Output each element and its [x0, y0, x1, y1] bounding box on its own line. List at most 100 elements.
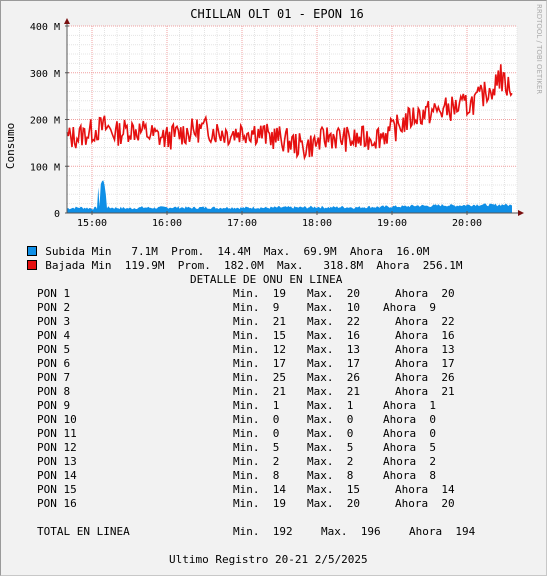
traffic-chart: CHILLAN OLT 01 - EPON 16 RRDTOOL / TOBI …	[4, 4, 543, 229]
pon-row: PON 13 Min. 2 Max. 2 Ahora 2	[0, 455, 547, 469]
pon-now: Ahora 21	[395, 385, 455, 398]
pon-max: Max. 15	[307, 483, 360, 496]
pon-min: Min. 5	[233, 441, 280, 454]
last-record: Ultimo Registro 20-21 2/5/2025	[169, 553, 368, 566]
pon-now: Ahora 1	[383, 399, 436, 412]
pon-max: Max. 1	[307, 399, 354, 412]
pon-name: PON 9	[37, 399, 71, 412]
pon-row: PON 7 Min. 25 Max. 26 Ahora 26	[0, 371, 547, 385]
pon-now: Ahora 16	[395, 329, 455, 342]
x-tick-label: 16:00	[152, 218, 182, 229]
pon-row: PON 15 Min. 14 Max. 15 Ahora 14	[0, 483, 547, 497]
pon-min: Min. 2	[233, 455, 280, 468]
series-area-subida	[67, 180, 512, 213]
legend-swatch-bajada	[27, 260, 38, 270]
pon-row: PON 14 Min. 8 Max. 8 Ahora 8	[0, 469, 547, 483]
pon-row: PON 16 Min. 19 Max. 20 Ahora 20	[0, 497, 547, 511]
pon-max: Max. 21	[307, 385, 360, 398]
y-axis-arrow	[64, 18, 70, 24]
x-tick-label: 19:00	[377, 218, 407, 229]
pon-min: Min. 12	[233, 343, 286, 356]
pon-now: Ahora 13	[395, 343, 455, 356]
pon-max: Max. 13	[307, 343, 360, 356]
pon-now: Ahora 14	[395, 483, 455, 496]
pon-min: Min. 0	[233, 427, 280, 440]
pon-max: Max. 26	[307, 371, 360, 384]
pon-name: PON 3	[37, 315, 71, 328]
pon-name: PON 4	[37, 329, 71, 342]
pon-name: PON 11	[37, 427, 77, 440]
pon-row: PON 2 Min. 9 Max. 10 Ahora 9	[0, 301, 547, 315]
y-tick-label: 300 M	[30, 69, 60, 80]
pon-min: Min. 25	[233, 371, 286, 384]
pon-name: PON 1	[37, 287, 71, 300]
pon-row: PON 11 Min. 0 Max. 0 Ahora 0	[0, 427, 547, 441]
pon-min: Min. 21	[233, 315, 286, 328]
pon-min: Min. 15	[233, 329, 286, 342]
chart-title: CHILLAN OLT 01 - EPON 16	[190, 7, 363, 21]
pon-max: Max. 20	[307, 287, 360, 300]
pon-now: Ahora 9	[383, 301, 436, 314]
x-tick-label: 15:00	[77, 218, 107, 229]
pon-min: Min. 0	[233, 413, 280, 426]
y-axis-label: Consumo	[4, 123, 17, 169]
legend-text-subida: Subida Min 7.1M Prom. 14.4M Max. 69.9M A…	[45, 245, 430, 258]
pon-now: Ahora 20	[395, 497, 455, 510]
pon-now: Ahora 2	[383, 455, 436, 468]
pon-max: Max. 10	[307, 301, 360, 314]
legend-row-bajada: Bajada Min 119.9M Prom. 182.0M Max. 318.…	[14, 246, 462, 272]
pon-max: Max. 22	[307, 315, 360, 328]
pon-row: PON 8 Min. 21 Max. 21 Ahora 21	[0, 385, 547, 399]
pon-row: PON 10 Min. 0 Max. 0 Ahora 0	[0, 413, 547, 427]
pon-max: Max. 17	[307, 357, 360, 370]
pon-now: Ahora 17	[395, 357, 455, 370]
total-min: Min. 192	[233, 525, 293, 538]
total-now: Ahora 194	[409, 525, 476, 538]
series-layer	[66, 64, 513, 213]
y-tick-label: 0	[54, 209, 60, 220]
pon-name: PON 10	[37, 413, 77, 426]
pon-now: Ahora 26	[395, 371, 455, 384]
pon-max: Max. 16	[307, 329, 360, 342]
series-line-bajada	[66, 64, 513, 161]
pon-name: PON 5	[37, 343, 71, 356]
pon-row: PON 5 Min. 12 Max. 13 Ahora 13	[0, 343, 547, 357]
pon-row: PON 4 Min. 15 Max. 16 Ahora 16	[0, 329, 547, 343]
watermark: RRDTOOL / TOBI OETIKER	[535, 4, 543, 94]
pon-min: Min. 14	[233, 483, 286, 496]
pon-name: PON 16	[37, 497, 77, 510]
pon-min: Min. 19	[233, 497, 286, 510]
total-row: TOTAL EN LINEA Min. 192 Max. 196 Ahora 1…	[0, 525, 547, 539]
pon-name: PON 15	[37, 483, 77, 496]
pon-name: PON 6	[37, 357, 71, 370]
pon-max: Max. 20	[307, 497, 360, 510]
total-label: TOTAL EN LINEA	[37, 525, 130, 538]
axes: 0 100 M 200 M 300 M 400 M 15:00 16:00 17:00 18:0…	[30, 18, 524, 229]
pon-max: Max. 0	[307, 413, 354, 426]
pon-name: PON 2	[37, 301, 71, 314]
y-tick-label: 100 M	[30, 162, 60, 173]
x-tick-label: 18:00	[302, 218, 332, 229]
pon-row: PON 9 Min. 1 Max. 1 Ahora 1	[0, 399, 547, 413]
pon-now: Ahora 8	[383, 469, 436, 482]
y-tick-label: 400 M	[30, 22, 60, 33]
pon-min: Min. 9	[233, 301, 280, 314]
pon-name: PON 7	[37, 371, 71, 384]
detail-heading: DETALLE DE ONU EN LINEA	[190, 273, 343, 286]
pon-max: Max. 0	[307, 427, 354, 440]
x-tick-label: 20:00	[452, 218, 482, 229]
pon-now: Ahora 0	[383, 427, 436, 440]
pon-name: PON 8	[37, 385, 71, 398]
pon-row: PON 3 Min. 21 Max. 22 Ahora 22	[0, 315, 547, 329]
pon-now: Ahora 22	[395, 315, 455, 328]
total-max: Max. 196	[321, 525, 381, 538]
legend-text-bajada: Bajada Min 119.9M Prom. 182.0M Max. 318.…	[45, 259, 463, 272]
pon-row: PON 12 Min. 5 Max. 5 Ahora 5	[0, 441, 547, 455]
pon-min: Min. 8	[233, 469, 280, 482]
pon-max: Max. 2	[307, 455, 354, 468]
pon-now: Ahora 0	[383, 413, 436, 426]
pon-name: PON 13	[37, 455, 77, 468]
pon-name: PON 12	[37, 441, 77, 454]
legend-row-subida: Subida Min 7.1M Prom. 14.4M Max. 69.9M A…	[14, 232, 429, 258]
x-axis-arrow	[518, 210, 524, 216]
